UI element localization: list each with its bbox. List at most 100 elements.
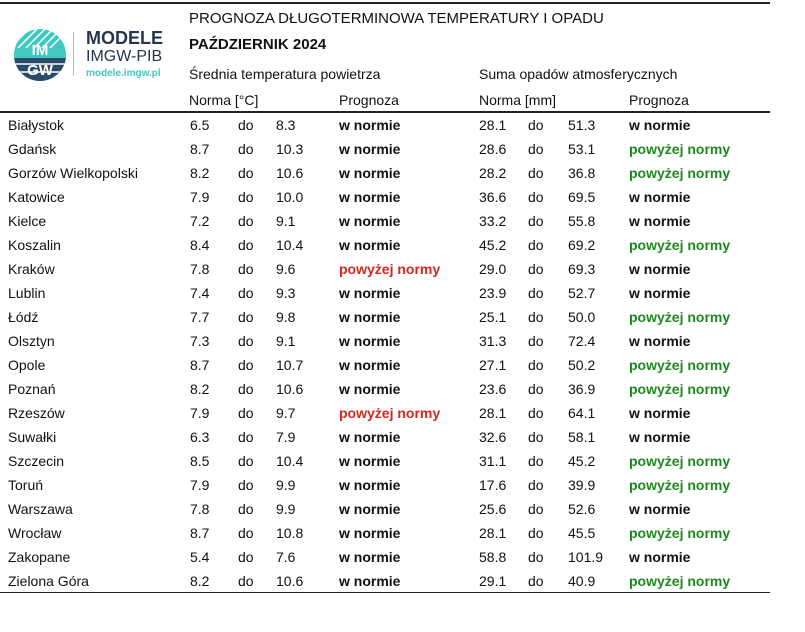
city-name: Wrocław bbox=[8, 525, 62, 541]
city-name: Zakopane bbox=[8, 549, 71, 565]
precip-forecast: powyżej normy bbox=[629, 237, 731, 253]
temp-norm-min: 8.5 bbox=[190, 453, 210, 469]
logo-org: IMGW-PIB bbox=[86, 48, 163, 65]
precip-norm-max: 69.5 bbox=[568, 189, 596, 205]
precip-norm-max: 36.8 bbox=[568, 165, 596, 181]
temp-norm-max: 10.4 bbox=[276, 237, 304, 253]
temp-norm-min: 8.2 bbox=[190, 381, 210, 397]
table-row: Gorzów Wielkopolski 8.2 do 10.6 w normie 28.2… bbox=[0, 161, 770, 185]
precip-forecast: w normie bbox=[629, 285, 691, 301]
temp-norm-min: 7.9 bbox=[190, 477, 210, 493]
precip-norm-min: 28.1 bbox=[479, 525, 507, 541]
range-word: do bbox=[528, 429, 544, 445]
temp-forecast: w normie bbox=[339, 237, 401, 253]
temp-norm-min: 5.4 bbox=[190, 549, 210, 565]
precip-norm-min: 45.2 bbox=[479, 237, 507, 253]
bottom-rule bbox=[0, 592, 770, 593]
precip-norm-min: 23.6 bbox=[479, 381, 507, 397]
precip-forecast: w normie bbox=[629, 117, 691, 133]
temp-norm-min: 8.7 bbox=[190, 141, 210, 157]
range-word: do bbox=[238, 477, 254, 493]
temp-norm-max: 8.3 bbox=[276, 117, 296, 133]
precip-norm-max: 50.2 bbox=[568, 357, 596, 373]
precip-norm-max: 40.9 bbox=[568, 573, 596, 589]
temp-norm-max: 10.6 bbox=[276, 381, 304, 397]
table-row: Opole 8.7 do 10.7 w normie 27.1 do 50.2 powyżej … bbox=[0, 353, 770, 377]
precip-norm-max: 55.8 bbox=[568, 213, 596, 229]
temp-section-heading: Średnia temperatura powietrza bbox=[189, 66, 381, 82]
precip-norm-min: 25.6 bbox=[479, 501, 507, 517]
range-word: do bbox=[238, 117, 254, 133]
range-word: do bbox=[528, 477, 544, 493]
precip-norm-min: 28.1 bbox=[479, 117, 507, 133]
city-name: Katowice bbox=[8, 189, 65, 205]
precip-norm-min: 28.1 bbox=[479, 405, 507, 421]
precip-forecast: powyżej normy bbox=[629, 573, 731, 589]
range-word: do bbox=[528, 357, 544, 373]
temp-norm-max: 9.3 bbox=[276, 285, 296, 301]
city-name: Koszalin bbox=[8, 237, 61, 253]
precip-forecast: w normie bbox=[629, 405, 691, 421]
temp-norm-min: 7.2 bbox=[190, 213, 210, 229]
range-word: do bbox=[528, 237, 544, 253]
city-name: Gorzów Wielkopolski bbox=[8, 165, 138, 181]
temp-forecast: w normie bbox=[339, 357, 401, 373]
precip-forecast: powyżej normy bbox=[629, 357, 731, 373]
svg-text:IM: IM bbox=[32, 42, 49, 59]
page-title: PROGNOZA DŁUGOTERMINOWA TEMPERATURY I OP… bbox=[189, 10, 604, 27]
table-row: Szczecin 8.5 do 10.4 w normie 31.1 do 45.2 powyż… bbox=[0, 449, 770, 473]
range-word: do bbox=[528, 405, 544, 421]
precip-forecast: w normie bbox=[629, 333, 691, 349]
temp-forecast: w normie bbox=[339, 141, 401, 157]
city-name: Olsztyn bbox=[8, 333, 55, 349]
range-word: do bbox=[528, 117, 544, 133]
precip-forecast: powyżej normy bbox=[629, 477, 731, 493]
temp-forecast: w normie bbox=[339, 189, 401, 205]
svg-text:GW: GW bbox=[27, 62, 54, 79]
precip-norm-max: 45.2 bbox=[568, 453, 596, 469]
page-subtitle: PAŹDZIERNIK 2024 bbox=[189, 36, 327, 53]
precip-forecast: w normie bbox=[629, 213, 691, 229]
range-word: do bbox=[238, 141, 254, 157]
temp-norm-min: 8.7 bbox=[190, 525, 210, 541]
precip-forecast: powyżej normy bbox=[629, 165, 731, 181]
precip-norm-max: 53.1 bbox=[568, 141, 596, 157]
precip-norm-max: 52.7 bbox=[568, 285, 596, 301]
precip-norm-min: 29.0 bbox=[479, 261, 507, 277]
city-name: Kielce bbox=[8, 213, 47, 229]
logo-url[interactable]: modele.imgw.pl bbox=[86, 68, 161, 79]
range-word: do bbox=[528, 213, 544, 229]
temp-norm-max: 10.6 bbox=[276, 165, 304, 181]
table-row: Gdańsk 8.7 do 10.3 w normie 28.6 do 53.1 powyżej… bbox=[0, 137, 770, 161]
table-row: Zielona Góra 8.2 do 10.6 w normie 29.1 do 40.9 p… bbox=[0, 569, 770, 593]
temp-forecast: w normie bbox=[339, 477, 401, 493]
range-word: do bbox=[238, 453, 254, 469]
precip-forecast: powyżej normy bbox=[629, 381, 731, 397]
table-row: Kraków 7.8 do 9.6 powyżej normy 29.0 do 69.3 w n… bbox=[0, 257, 770, 281]
logo: IM GW bbox=[10, 28, 74, 89]
temp-norm-max: 7.6 bbox=[276, 549, 296, 565]
range-word: do bbox=[238, 285, 254, 301]
temp-norm-max: 10.3 bbox=[276, 141, 304, 157]
precip-norm-min: 36.6 bbox=[479, 189, 507, 205]
temp-norm-max: 9.9 bbox=[276, 501, 296, 517]
precip-forecast: w normie bbox=[629, 429, 691, 445]
city-name: Poznań bbox=[8, 381, 56, 397]
range-word: do bbox=[238, 213, 254, 229]
temp-norm-min: 7.8 bbox=[190, 501, 210, 517]
table-row: Rzeszów 7.9 do 9.7 powyżej normy 28.1 do 64.1 w … bbox=[0, 401, 770, 425]
range-word: do bbox=[238, 357, 254, 373]
temp-forecast: w normie bbox=[339, 525, 401, 541]
temp-norm-max: 10.6 bbox=[276, 573, 304, 589]
range-word: do bbox=[528, 525, 544, 541]
range-word: do bbox=[238, 549, 254, 565]
temp-forecast: w normie bbox=[339, 453, 401, 469]
precip-norm-max: 69.2 bbox=[568, 237, 596, 253]
range-word: do bbox=[238, 501, 254, 517]
precip-norm-min: 28.6 bbox=[479, 141, 507, 157]
table-row: Warszawa 7.8 do 9.9 w normie 25.6 do 52.6 w norm… bbox=[0, 497, 770, 521]
range-word: do bbox=[238, 405, 254, 421]
temp-norm-max: 9.9 bbox=[276, 477, 296, 493]
precip-forecast: w normie bbox=[629, 501, 691, 517]
table-row: Wrocław 8.7 do 10.8 w normie 28.1 do 45.5 powyże… bbox=[0, 521, 770, 545]
